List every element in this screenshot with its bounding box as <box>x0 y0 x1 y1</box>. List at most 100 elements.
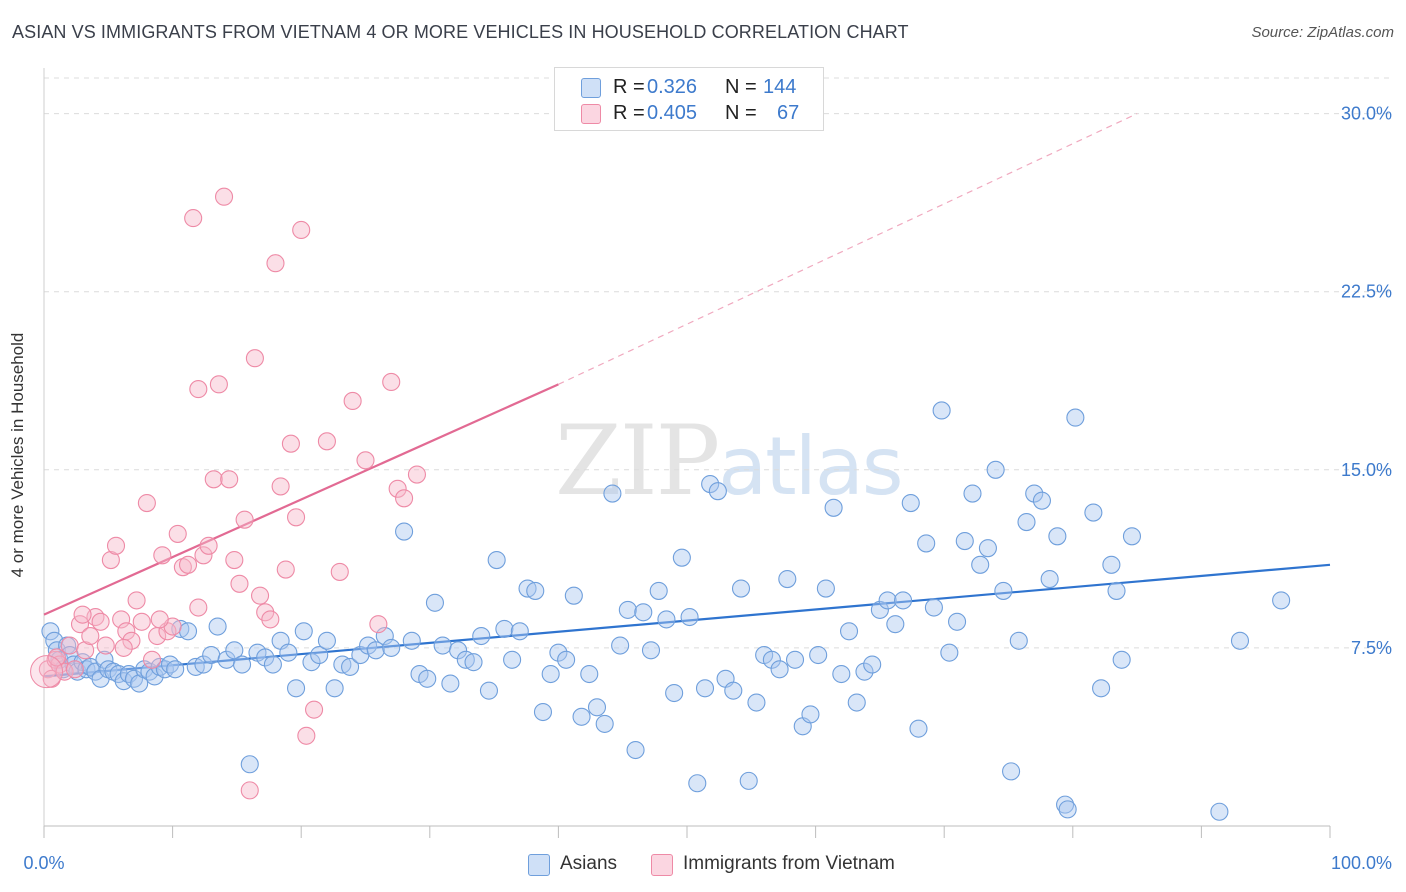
point-vietnam <box>101 550 120 570</box>
point-vietnam <box>142 650 162 669</box>
legend-row-vietnam: R = 0.405 N = 67 <box>555 102 823 126</box>
point-asians <box>433 636 452 655</box>
point-asians <box>863 655 882 674</box>
point-asians <box>441 674 460 693</box>
point-asians <box>526 581 545 600</box>
point-asians <box>870 600 889 619</box>
point-asians <box>595 714 614 733</box>
point-asians <box>1032 491 1051 510</box>
point-asians <box>971 555 990 574</box>
point-asians <box>341 657 360 676</box>
legend-n-label: N = <box>725 102 757 124</box>
point-asians <box>701 475 720 494</box>
point-asians <box>310 645 329 665</box>
x-tick-label: 100.0% <box>1331 853 1392 873</box>
point-asians <box>1272 591 1291 610</box>
point-asians <box>955 531 974 551</box>
point-asians <box>225 641 244 660</box>
point-asians <box>1102 555 1121 574</box>
point-asians <box>649 581 668 600</box>
point-asians <box>1122 527 1142 546</box>
point-vietnam <box>189 380 208 399</box>
point-vietnam <box>266 254 285 273</box>
point-vietnam <box>132 612 151 631</box>
point-asians <box>809 645 828 665</box>
point-asians <box>1084 503 1103 522</box>
point-vietnam <box>214 187 234 206</box>
legend-r-value: 0.326 <box>647 76 698 98</box>
series-legend: Asians Immigrants from Vietnam <box>0 852 1406 878</box>
grid-lines <box>44 77 1392 649</box>
point-asians <box>665 683 684 703</box>
point-asians <box>202 645 221 665</box>
point-asians <box>425 593 444 612</box>
point-asians <box>1107 581 1126 600</box>
point-asians <box>1112 650 1131 669</box>
point-asians <box>724 681 743 700</box>
point-vietnam <box>297 726 316 745</box>
trend-lines <box>43 113 1331 678</box>
point-asians <box>688 774 707 793</box>
point-asians <box>909 719 928 738</box>
point-asians <box>472 626 491 646</box>
point-asians <box>634 603 653 622</box>
point-vietnam <box>184 209 203 228</box>
legend-r-value: 0.405 <box>647 102 698 124</box>
point-vietnam <box>235 510 254 529</box>
point-asians <box>994 581 1013 600</box>
point-vietnam <box>106 536 126 555</box>
point-asians <box>449 641 468 660</box>
point-vietnam <box>407 465 426 484</box>
legend-swatch-vietnam <box>651 854 673 876</box>
point-asians <box>924 598 943 617</box>
trend-line-vietnam-projection <box>558 113 1138 385</box>
watermark-atlas: atlas <box>718 420 903 513</box>
legend-label-asians: Asians <box>560 853 618 874</box>
point-asians <box>194 655 213 674</box>
point-asians <box>932 401 951 420</box>
point-asians <box>256 648 275 667</box>
trend-line-vietnam <box>43 383 559 616</box>
point-asians <box>739 771 758 790</box>
point-vietnam <box>240 781 259 800</box>
point-vietnam <box>76 641 95 660</box>
point-asians <box>464 653 483 672</box>
point-vietnam <box>137 494 156 513</box>
point-asians <box>832 664 851 684</box>
point-vietnam <box>230 574 249 593</box>
point-vietnam <box>305 700 324 719</box>
legend-r-label: R = <box>613 102 645 124</box>
point-asians <box>948 612 967 631</box>
point-asians <box>618 600 637 619</box>
point-asians <box>317 631 336 650</box>
point-asians <box>816 579 835 598</box>
point-asians <box>395 522 414 541</box>
chart-title: ASIAN VS IMMIGRANTS FROM VIETNAM 4 OR MO… <box>12 22 909 42</box>
point-vietnam <box>194 546 213 565</box>
point-vietnam <box>96 636 115 655</box>
watermark-zip: ZIP <box>555 405 720 517</box>
point-asians <box>1210 802 1229 821</box>
y-tick-label: 30.0% <box>1341 104 1392 124</box>
point-vietnam <box>317 432 336 451</box>
point-asians <box>940 643 959 662</box>
point-asians <box>839 622 859 641</box>
point-asians <box>479 681 499 700</box>
point-asians <box>294 622 313 641</box>
point-asians <box>626 740 645 760</box>
point-vietnam <box>199 536 218 555</box>
point-vietnam <box>150 610 169 629</box>
point-asians <box>279 643 298 662</box>
point-asians <box>166 660 185 679</box>
point-asians <box>366 641 385 660</box>
point-vietnam <box>30 655 64 689</box>
point-vietnam <box>168 524 187 543</box>
point-vietnam <box>395 489 414 508</box>
point-vietnam <box>292 220 311 240</box>
point-asians <box>1040 569 1059 589</box>
point-vietnam <box>73 605 92 624</box>
legend-n-label: N = <box>725 76 757 98</box>
point-asians <box>978 539 997 558</box>
point-vietnam <box>276 560 295 579</box>
point-vietnam <box>81 626 100 646</box>
